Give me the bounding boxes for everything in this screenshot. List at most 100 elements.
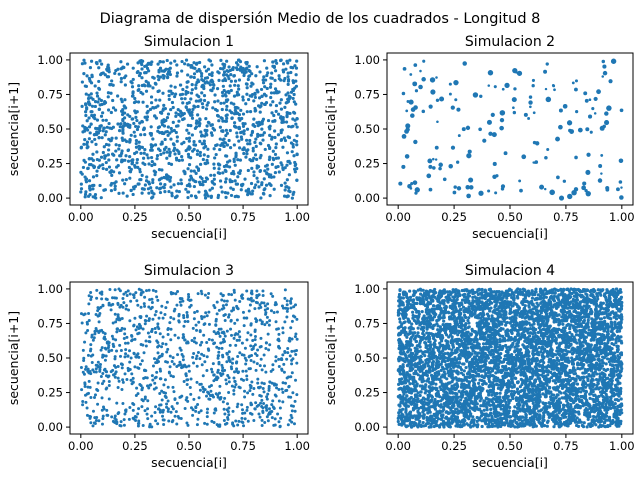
scatter-point [247, 420, 250, 423]
scatter-point [121, 178, 124, 181]
scatter-point [269, 86, 272, 89]
scatter-point [114, 288, 117, 291]
y-tick-label: 1.00 [37, 53, 63, 67]
scatter-point [229, 84, 232, 87]
scatter-point [188, 178, 191, 181]
scatter-point [245, 317, 248, 320]
scatter-point [237, 58, 240, 61]
scatter-point [91, 105, 94, 108]
scatter-point [231, 358, 234, 361]
scatter-point [286, 351, 289, 354]
scatter-point [147, 332, 150, 335]
scatter-point [171, 386, 174, 389]
scatter-point [185, 137, 188, 140]
scatter-point [95, 364, 98, 367]
scatter-point [217, 351, 220, 354]
scatter-point [105, 409, 108, 412]
scatter-point [538, 346, 541, 349]
scatter-point [203, 422, 206, 425]
scatter-point [119, 289, 122, 292]
scatter-point [265, 67, 268, 70]
y-tick-label: 0.50 [37, 122, 63, 136]
scatter-point [115, 180, 118, 183]
scatter-point [120, 67, 123, 70]
scatter-point [128, 349, 131, 352]
scatter-point [180, 60, 183, 63]
scatter-point [87, 100, 90, 103]
scatter-point [252, 147, 255, 150]
scatter-point [292, 305, 295, 308]
scatter-point [139, 72, 142, 75]
scatter-point [594, 97, 598, 101]
scatter-point [270, 292, 273, 295]
scatter-point [524, 113, 528, 117]
scatter-point [87, 386, 90, 389]
scatter-point [145, 90, 148, 93]
scatter-point [151, 318, 154, 321]
scatter-point [233, 337, 236, 340]
scatter-point [266, 307, 269, 310]
scatter-point [110, 174, 113, 177]
scatter-point [103, 145, 106, 148]
scatter-point [252, 419, 255, 422]
scatter-point [181, 88, 184, 91]
scatter-point [118, 380, 121, 383]
scatter-point [101, 409, 104, 412]
scatter-point [159, 409, 162, 412]
scatter-point [231, 385, 234, 388]
scatter-point [167, 175, 170, 178]
scatter-point [130, 372, 133, 375]
scatter-point [271, 416, 274, 419]
scatter-point [256, 354, 259, 357]
scatter-point [176, 140, 179, 143]
scatter-point [544, 156, 548, 160]
scatter-point [182, 355, 185, 358]
scatter-point [272, 158, 275, 161]
scatter-point [493, 162, 497, 166]
scatter-point [206, 391, 209, 394]
scatter-point [96, 403, 99, 406]
scatter-point [200, 341, 203, 344]
scatter-point [128, 368, 131, 371]
scatter-point [98, 108, 101, 111]
scatter-point [239, 159, 242, 162]
scatter-point [234, 80, 237, 83]
scatter-point [513, 418, 516, 421]
scatter-point [90, 110, 93, 113]
scatter-point [258, 70, 261, 73]
scatter-point [295, 362, 298, 365]
scatter-point [201, 106, 204, 109]
scatter-point [120, 420, 123, 423]
scatter-point [150, 132, 153, 135]
scatter-point [413, 140, 417, 144]
scatter-point [204, 294, 207, 297]
scatter-point [105, 354, 108, 357]
scatter-point [151, 160, 154, 163]
scatter-point [230, 293, 233, 296]
scatter-point [131, 91, 134, 94]
scatter-point [291, 391, 294, 394]
scatter-point [180, 155, 183, 158]
scatter-point [131, 117, 134, 120]
scatter-point [438, 163, 443, 168]
scatter-point [598, 178, 603, 183]
scatter-point [161, 398, 164, 401]
scatter-point [244, 156, 247, 159]
scatter-point [225, 303, 228, 306]
scatter-point [265, 341, 268, 344]
scatter-point [120, 110, 123, 113]
scatter-point [82, 159, 85, 162]
scatter-point [121, 378, 124, 381]
scatter-point [213, 93, 216, 96]
scatter-point [162, 317, 165, 320]
scatter-point [213, 178, 216, 181]
scatter-point [251, 159, 254, 162]
scatter-point [117, 313, 120, 316]
scatter-point [196, 70, 199, 73]
scatter-point [179, 395, 182, 398]
scatter-point [109, 83, 112, 86]
scatter-point [144, 319, 147, 322]
scatter-point [88, 77, 91, 80]
scatter-point [89, 131, 92, 134]
scatter-point [186, 378, 189, 381]
